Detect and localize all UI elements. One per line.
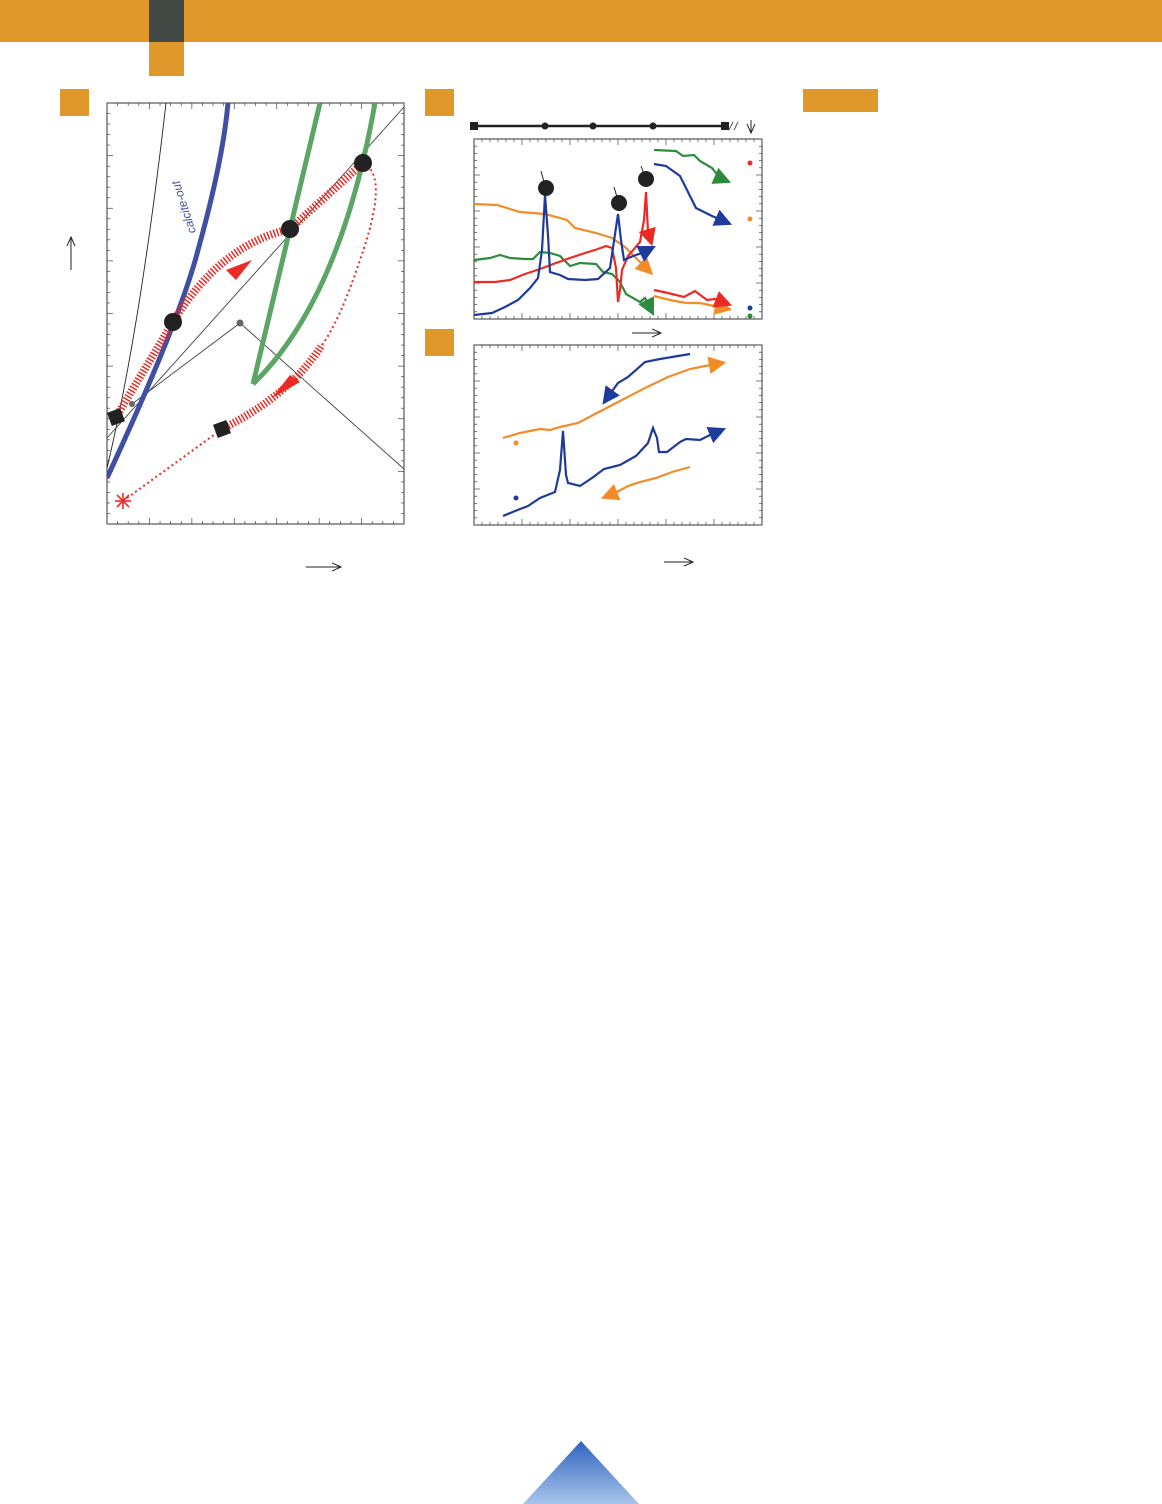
black-square (213, 420, 231, 438)
legend-tag (803, 89, 878, 112)
red-retrograde-path (220, 342, 326, 433)
legend-dot-blue (513, 495, 519, 501)
red-dotted-path-2 (321, 162, 377, 346)
scale-node (649, 122, 657, 130)
red-series-2 (653, 288, 733, 308)
green-series-2 (653, 148, 732, 184)
thin-curve (107, 103, 167, 469)
header-dark-tab (149, 0, 184, 42)
black-dot (281, 220, 299, 238)
panel-c (473, 344, 763, 562)
scale-node (541, 122, 549, 130)
small-node (129, 401, 135, 407)
red-prograde-path (112, 160, 366, 420)
red-dotted-path-1 (122, 428, 223, 502)
peak-dot (638, 171, 654, 187)
small-node (236, 319, 244, 327)
red-arrowhead-up (226, 260, 252, 280)
panel-c-tag (425, 329, 454, 356)
panel-c-ticks (473, 344, 763, 526)
green-series (473, 250, 654, 316)
orange-series (473, 202, 654, 276)
panel-a: calcite-out (71, 102, 405, 567)
legend-dot-blue (747, 305, 753, 311)
panel-a-tag (60, 89, 89, 116)
legend-dot-green (747, 313, 753, 319)
scale-end (470, 122, 478, 130)
asterisk-icon (115, 493, 131, 509)
scale-end (721, 122, 729, 130)
orange-series-2 (653, 294, 733, 315)
peak-dot (611, 195, 627, 211)
panel-a-ticks (106, 102, 405, 525)
green-curve-2 (251, 103, 378, 386)
orange-series-c-lower (600, 465, 691, 501)
black-dot (164, 313, 182, 331)
scale-node (589, 122, 597, 130)
peak-dot (538, 180, 554, 196)
legend-dot-red (747, 160, 753, 166)
calcite-out-curve (107, 103, 231, 480)
legend-dot-orange (747, 216, 753, 222)
legend-dot-orange (513, 440, 519, 446)
green-curve-1 (250, 103, 323, 385)
tie-line-1 (131, 322, 241, 405)
panel-b-ticks (473, 138, 763, 320)
peak-tick (540, 170, 545, 183)
blue-series-c-upper (602, 352, 691, 405)
blue-series-2 (653, 162, 733, 226)
peak-tick (613, 186, 618, 198)
orange-series-c (502, 356, 727, 440)
tie-line-2 (239, 322, 404, 470)
black-square (107, 408, 125, 426)
calcite-out-label: calcite-out (168, 178, 198, 235)
black-dot (354, 154, 372, 172)
axis-break-mark (728, 121, 739, 131)
header-band (0, 0, 1162, 42)
header-tab (149, 42, 184, 76)
blue-series (473, 194, 656, 317)
triangle-icon (523, 1441, 639, 1504)
panel-b-tag (425, 89, 454, 116)
panel-b (470, 120, 763, 333)
red-arrowhead-down (272, 375, 300, 398)
blue-series-c-lower (502, 424, 727, 518)
